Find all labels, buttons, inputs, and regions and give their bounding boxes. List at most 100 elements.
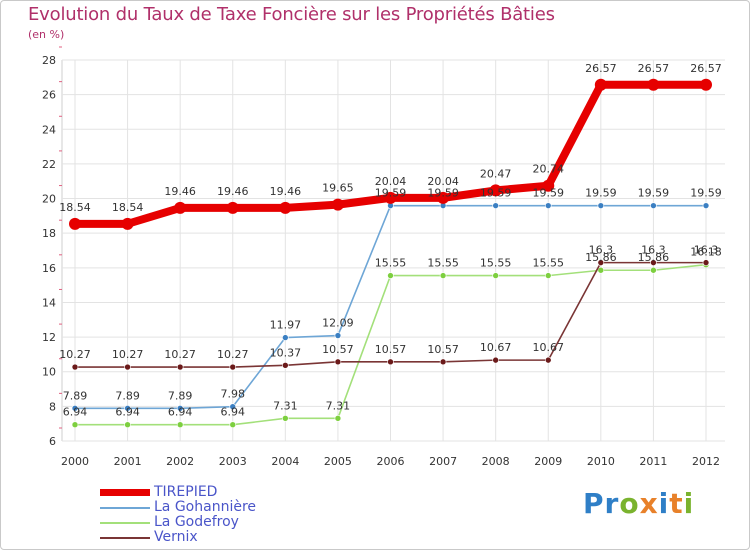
data-point bbox=[597, 259, 605, 266]
data-label: 19.65 bbox=[322, 182, 354, 195]
legend-swatch bbox=[100, 489, 150, 496]
data-label: 7.31 bbox=[273, 399, 298, 412]
data-label: 15.86 bbox=[638, 251, 670, 264]
data-label: 16.18 bbox=[690, 246, 722, 259]
data-label: 12.09 bbox=[322, 317, 354, 330]
data-point bbox=[489, 184, 502, 197]
x-tick-label: 2006 bbox=[377, 455, 405, 468]
data-label: 20.47 bbox=[480, 167, 512, 180]
data-label: 20.74 bbox=[533, 163, 565, 176]
data-point bbox=[331, 198, 344, 211]
data-label: 19.59 bbox=[427, 187, 459, 200]
data-label: 6.94 bbox=[221, 406, 246, 419]
data-point bbox=[282, 362, 289, 369]
x-tick-label: 2005 bbox=[324, 455, 352, 468]
data-point bbox=[282, 415, 289, 422]
data-point bbox=[702, 259, 710, 266]
x-tick-label: 2010 bbox=[587, 455, 615, 468]
x-tick-label: 2011 bbox=[639, 455, 667, 468]
legend-label: TIREPIED bbox=[154, 484, 218, 500]
data-label: 11.97 bbox=[270, 319, 302, 332]
data-point bbox=[492, 202, 499, 209]
data-point bbox=[492, 272, 499, 279]
data-point bbox=[176, 404, 184, 412]
data-point bbox=[121, 217, 134, 230]
data-label: 15.55 bbox=[427, 257, 459, 270]
data-point bbox=[702, 202, 710, 209]
logo-letter: x bbox=[639, 487, 659, 520]
x-tick-label: 2008 bbox=[482, 455, 510, 468]
data-label: 10.67 bbox=[533, 341, 565, 354]
logo-letter: t bbox=[669, 487, 684, 520]
data-point bbox=[174, 201, 187, 214]
data-label: 15.86 bbox=[585, 251, 617, 264]
data-label: 7.89 bbox=[168, 389, 193, 402]
data-label: 15.55 bbox=[533, 257, 565, 270]
y-tick-label: 24 bbox=[42, 123, 56, 136]
y-tick-label: 6 bbox=[49, 435, 56, 448]
y-tick-label: 26 bbox=[42, 89, 56, 102]
legend-label: La Godefroy bbox=[154, 514, 239, 530]
data-label: 6.94 bbox=[115, 406, 140, 419]
y-tick-label: 20 bbox=[42, 193, 56, 206]
data-point bbox=[650, 266, 657, 274]
data-point bbox=[69, 217, 81, 230]
data-point bbox=[334, 358, 342, 366]
data-label: 7.89 bbox=[115, 389, 140, 402]
logo-letter: i bbox=[658, 487, 670, 520]
data-label: 10.27 bbox=[59, 348, 91, 361]
x-tick-label: 2012 bbox=[692, 455, 720, 468]
data-point bbox=[226, 201, 239, 214]
data-label: 19.59 bbox=[480, 187, 512, 200]
data-label: 10.57 bbox=[375, 343, 407, 356]
data-point bbox=[544, 356, 552, 364]
y-tick-label: 14 bbox=[42, 296, 56, 309]
gridlines bbox=[62, 59, 725, 442]
legend-label: La Gohannière bbox=[154, 499, 257, 515]
data-label: 10.57 bbox=[322, 343, 354, 356]
data-point bbox=[124, 363, 131, 371]
data-point bbox=[437, 191, 450, 204]
data-point bbox=[650, 259, 657, 266]
data-point bbox=[544, 202, 552, 209]
data-point bbox=[542, 179, 555, 192]
data-label: 19.46 bbox=[217, 185, 249, 198]
data-label: 26.57 bbox=[690, 62, 722, 75]
data-label: 19.46 bbox=[164, 185, 196, 198]
data-point bbox=[279, 201, 292, 214]
data-point bbox=[71, 421, 79, 429]
legend-swatch bbox=[100, 507, 150, 509]
x-tick-label: 2003 bbox=[219, 455, 247, 468]
data-point bbox=[647, 78, 660, 91]
data-label: 20.04 bbox=[375, 175, 407, 188]
data-label: 18.54 bbox=[112, 201, 144, 214]
data-point bbox=[334, 415, 342, 422]
proxiti-logo: Proxiti bbox=[583, 487, 694, 520]
logo-letter: P bbox=[583, 487, 605, 520]
data-point bbox=[700, 78, 712, 91]
data-point bbox=[384, 191, 397, 204]
data-label: 19.59 bbox=[585, 187, 617, 200]
data-point bbox=[176, 363, 184, 371]
data-label: 16.3 bbox=[641, 244, 666, 257]
data-point bbox=[387, 358, 394, 366]
data-label: 10.27 bbox=[217, 348, 249, 361]
logo-letter: o bbox=[619, 487, 640, 520]
x-tick-label: 2002 bbox=[166, 455, 194, 468]
data-label: 7.98 bbox=[221, 388, 246, 401]
x-tick-label: 2000 bbox=[61, 455, 89, 468]
data-label: 7.31 bbox=[326, 399, 351, 412]
data-label: 19.59 bbox=[638, 187, 670, 200]
data-point bbox=[439, 358, 447, 366]
legend-swatch bbox=[100, 537, 150, 539]
data-label: 16.3 bbox=[589, 244, 614, 257]
data-label: 10.37 bbox=[270, 346, 302, 359]
data-label: 6.94 bbox=[168, 406, 193, 419]
y-tick-label: 16 bbox=[42, 262, 56, 275]
data-label: 26.57 bbox=[638, 62, 670, 75]
data-point bbox=[229, 421, 237, 429]
logo-letter: i bbox=[683, 487, 695, 520]
y-tick-label: 8 bbox=[49, 400, 56, 413]
data-point bbox=[124, 421, 131, 429]
